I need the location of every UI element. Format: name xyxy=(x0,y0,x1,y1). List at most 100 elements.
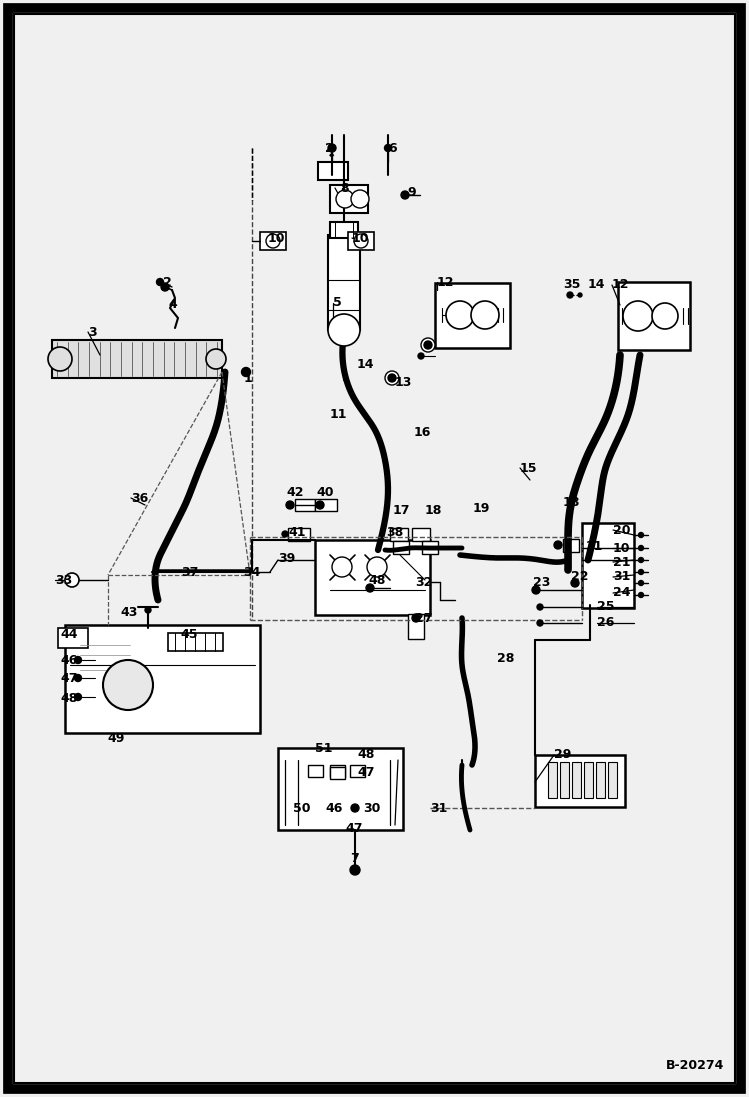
Text: 27: 27 xyxy=(415,611,432,624)
Bar xyxy=(412,528,430,541)
Circle shape xyxy=(532,586,540,593)
Text: 46: 46 xyxy=(60,654,77,667)
Circle shape xyxy=(638,545,643,551)
Bar xyxy=(330,767,345,779)
Circle shape xyxy=(554,541,562,548)
Circle shape xyxy=(638,592,643,598)
Bar xyxy=(582,523,634,608)
Text: 45: 45 xyxy=(180,629,198,642)
Text: 2: 2 xyxy=(325,142,334,155)
Text: 7: 7 xyxy=(350,851,359,864)
Text: 18: 18 xyxy=(425,504,443,517)
Bar xyxy=(535,755,625,807)
Text: 10: 10 xyxy=(352,231,369,245)
Circle shape xyxy=(161,283,169,291)
Text: 26: 26 xyxy=(597,617,614,630)
Circle shape xyxy=(401,191,409,199)
Bar xyxy=(315,499,337,511)
Circle shape xyxy=(537,604,543,610)
Circle shape xyxy=(638,532,643,538)
Circle shape xyxy=(638,557,643,563)
Bar xyxy=(65,625,260,733)
Bar xyxy=(408,614,424,638)
Circle shape xyxy=(74,675,82,681)
Circle shape xyxy=(367,557,387,577)
Text: 47: 47 xyxy=(357,767,374,780)
Text: 18: 18 xyxy=(563,497,580,509)
Circle shape xyxy=(388,374,396,382)
Circle shape xyxy=(418,353,424,359)
Text: 14: 14 xyxy=(588,279,605,292)
Circle shape xyxy=(336,190,354,208)
Text: 12: 12 xyxy=(612,279,629,292)
Text: 10: 10 xyxy=(613,542,631,554)
Circle shape xyxy=(328,144,336,152)
Circle shape xyxy=(157,279,163,285)
Text: 20: 20 xyxy=(613,523,631,536)
Circle shape xyxy=(286,501,294,509)
Circle shape xyxy=(282,531,288,538)
Circle shape xyxy=(421,338,435,352)
Text: 33: 33 xyxy=(55,574,72,587)
Circle shape xyxy=(354,234,368,248)
Text: 11: 11 xyxy=(330,408,348,421)
Text: 41: 41 xyxy=(288,525,306,539)
Circle shape xyxy=(638,580,643,586)
Bar xyxy=(52,340,222,378)
Text: 4: 4 xyxy=(168,298,177,312)
Circle shape xyxy=(48,347,72,371)
Text: 19: 19 xyxy=(473,501,491,514)
Text: 48: 48 xyxy=(60,691,77,704)
Text: 47: 47 xyxy=(60,671,77,685)
Circle shape xyxy=(316,501,324,509)
Circle shape xyxy=(332,557,352,577)
Bar xyxy=(315,540,430,615)
Text: 30: 30 xyxy=(363,802,380,814)
Circle shape xyxy=(74,693,82,701)
Text: 48: 48 xyxy=(368,574,386,587)
Bar xyxy=(58,627,88,648)
Circle shape xyxy=(638,569,643,575)
Bar xyxy=(350,765,365,777)
Bar xyxy=(348,231,374,250)
Bar xyxy=(393,541,409,554)
Circle shape xyxy=(350,866,360,875)
Bar xyxy=(435,283,510,348)
Circle shape xyxy=(103,660,153,710)
Bar xyxy=(318,162,348,180)
Text: 24: 24 xyxy=(613,587,631,599)
Text: 36: 36 xyxy=(131,491,148,505)
Circle shape xyxy=(571,579,579,587)
Bar xyxy=(308,765,323,777)
Text: 1: 1 xyxy=(244,372,252,385)
Circle shape xyxy=(384,145,392,151)
Bar xyxy=(572,762,581,798)
Text: 5: 5 xyxy=(333,296,342,309)
Circle shape xyxy=(567,292,573,298)
Bar xyxy=(584,762,593,798)
Text: 39: 39 xyxy=(278,552,295,565)
Text: 16: 16 xyxy=(414,426,431,439)
Text: 17: 17 xyxy=(393,504,410,517)
Text: 31: 31 xyxy=(613,570,631,584)
Text: 14: 14 xyxy=(357,359,374,372)
Text: 23: 23 xyxy=(533,576,551,588)
Text: 43: 43 xyxy=(120,606,137,619)
Text: 28: 28 xyxy=(497,652,515,665)
Text: 31: 31 xyxy=(430,802,447,814)
Bar xyxy=(560,762,569,798)
Circle shape xyxy=(241,367,250,376)
Text: 6: 6 xyxy=(388,142,397,155)
Text: 9: 9 xyxy=(407,186,416,200)
Text: 10: 10 xyxy=(268,231,285,245)
Circle shape xyxy=(424,341,432,349)
Circle shape xyxy=(65,573,79,587)
Circle shape xyxy=(145,607,151,613)
Bar xyxy=(295,499,315,511)
Text: B-20274: B-20274 xyxy=(666,1059,724,1072)
Circle shape xyxy=(446,301,474,329)
Text: 22: 22 xyxy=(571,570,589,584)
Circle shape xyxy=(578,293,582,297)
Circle shape xyxy=(652,303,678,329)
Bar xyxy=(330,185,368,213)
